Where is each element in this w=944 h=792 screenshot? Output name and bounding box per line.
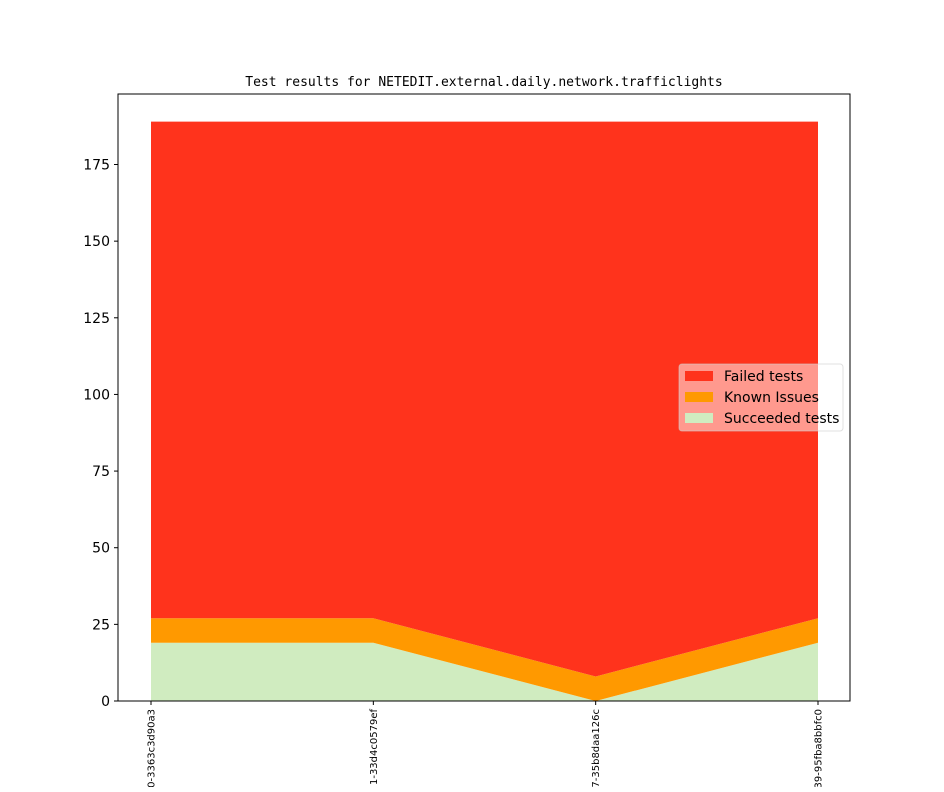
y-tick-label: 0 — [101, 694, 110, 710]
area-failed-tests — [151, 121, 818, 677]
y-tick-label: 125 — [83, 311, 110, 327]
y-tick-label: 100 — [83, 387, 110, 403]
legend-box — [678, 363, 844, 432]
x-tick-label: 7-35b8daa126c — [591, 709, 602, 787]
area-succeeded-tests — [151, 642, 818, 701]
legend-label: Succeeded tests — [724, 411, 839, 427]
y-tick-label: 25 — [92, 617, 110, 633]
y-tick-label: 75 — [92, 464, 110, 480]
axes-layer: 0 25 50 75 100 125 150 175 0-3363c3d90a3 1-33d4c0… — [83, 93, 851, 789]
y-tick-label: 50 — [92, 541, 110, 557]
legend-swatch — [685, 413, 713, 423]
x-tick-label: 0-3363c3d90a3 — [147, 709, 158, 787]
legend-swatch — [685, 392, 713, 402]
x-tick-label: 1-33d4c0579ef — [369, 709, 380, 786]
area-layer — [151, 121, 818, 701]
y-tick-label: 175 — [83, 158, 110, 174]
area-known-issues — [151, 618, 818, 701]
legend: Failed tests Known Issues Succeeded tests — [678, 363, 844, 432]
legend-label: Failed tests — [724, 369, 803, 385]
y-tick-label: 150 — [83, 234, 110, 250]
legend-label: Known Issues — [724, 390, 819, 406]
legend-swatch — [685, 371, 713, 381]
plot-frame — [117, 93, 851, 702]
x-tick-label: 39-95fba8bbfc0 — [814, 709, 825, 787]
chart-title: Test results for NETEDIT.external.daily.… — [245, 75, 722, 90]
